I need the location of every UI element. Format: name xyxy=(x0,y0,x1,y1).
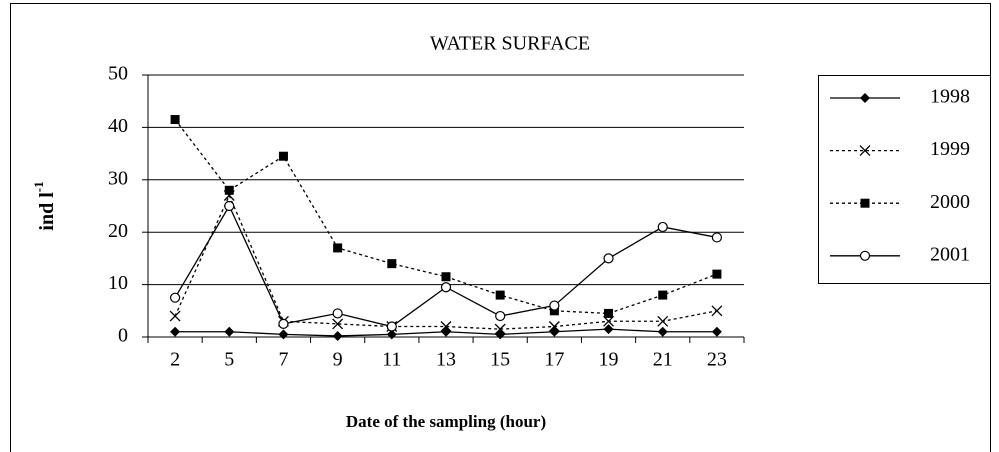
x-tick-label: 15 xyxy=(490,349,510,371)
marker xyxy=(224,200,235,212)
legend-label: 1998 xyxy=(930,86,970,108)
marker xyxy=(549,326,560,337)
marker xyxy=(859,250,871,261)
marker xyxy=(658,290,668,300)
marker xyxy=(549,300,560,311)
marker xyxy=(495,310,506,322)
marker xyxy=(548,321,560,332)
legend-box xyxy=(818,75,991,284)
marker xyxy=(603,253,614,264)
x-tick-label: 9 xyxy=(333,349,343,371)
x-tick-label: 23 xyxy=(707,349,727,371)
series-line xyxy=(174,204,718,328)
marker xyxy=(332,318,344,330)
marker xyxy=(278,329,289,340)
marker xyxy=(549,306,559,316)
x-tick-label: 2 xyxy=(170,349,180,371)
marker xyxy=(278,318,289,329)
y-tick-label: 10 xyxy=(108,272,128,294)
marker xyxy=(859,145,871,157)
marker xyxy=(441,272,451,282)
x-tick-label: 5 xyxy=(224,349,234,371)
marker xyxy=(711,326,722,337)
marker xyxy=(278,151,288,161)
marker xyxy=(494,323,506,335)
legend-label: 2000 xyxy=(930,191,970,213)
marker xyxy=(711,305,723,317)
y-tick-label: 40 xyxy=(108,115,128,137)
marker xyxy=(441,326,451,337)
marker xyxy=(333,243,343,253)
y-axis-label: ind l-1 xyxy=(31,181,58,230)
marker xyxy=(604,308,614,318)
marker xyxy=(495,329,506,340)
marker xyxy=(603,324,614,335)
x-tick-label: 7 xyxy=(278,349,288,371)
x-tick-label: 11 xyxy=(382,349,401,371)
marker xyxy=(386,321,397,332)
x-tick-label: 19 xyxy=(599,349,619,371)
marker xyxy=(386,329,397,340)
y-axis-label-main: ind l xyxy=(36,192,58,231)
marker xyxy=(657,315,669,327)
marker xyxy=(224,326,235,337)
marker xyxy=(712,269,722,279)
marker xyxy=(860,93,870,103)
x-axis-label: Date of the sampling (hour) xyxy=(346,412,546,431)
marker xyxy=(711,232,723,243)
marker xyxy=(495,290,505,300)
marker xyxy=(440,282,452,293)
marker xyxy=(860,198,870,208)
marker xyxy=(657,326,668,337)
marker xyxy=(387,259,397,269)
legend-label: 2001 xyxy=(930,243,970,265)
series-line xyxy=(174,119,718,315)
y-axis-label-sup: -1 xyxy=(31,181,46,192)
marker xyxy=(169,292,181,303)
x-tick-label: 13 xyxy=(436,349,456,371)
chart-title: WATER SURFACE xyxy=(430,33,590,55)
marker xyxy=(440,321,452,332)
marker xyxy=(603,315,615,327)
y-tick-label: 20 xyxy=(108,220,128,242)
marker xyxy=(332,330,343,341)
marker xyxy=(169,310,181,322)
y-tick-label: 0 xyxy=(118,325,128,347)
marker xyxy=(170,115,180,125)
y-tick-label: 30 xyxy=(108,167,128,189)
series-line xyxy=(174,193,718,330)
marker xyxy=(170,326,181,337)
marker xyxy=(224,185,234,195)
x-tick-label: 17 xyxy=(544,349,564,371)
x-tick-label: 21 xyxy=(653,349,673,371)
legend-label: 1999 xyxy=(930,138,970,160)
y-tick-label: 50 xyxy=(108,63,128,85)
marker xyxy=(657,221,668,233)
marker xyxy=(332,308,343,319)
